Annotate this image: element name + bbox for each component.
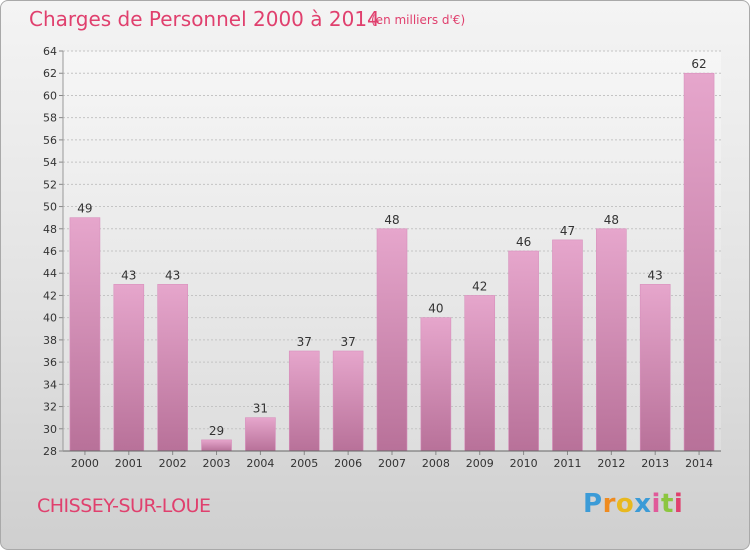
data-label: 48 [384, 213, 399, 227]
data-label: 29 [209, 424, 224, 438]
logo-letter: P [583, 489, 603, 519]
data-label: 43 [165, 268, 180, 282]
x-tick-label: 2002 [159, 457, 187, 470]
y-tick-label: 40 [43, 312, 57, 325]
y-tick-label: 58 [43, 112, 57, 125]
bar-2005 [288, 350, 320, 452]
x-tick-label: 2006 [334, 457, 362, 470]
y-tick-label: 30 [43, 423, 57, 436]
x-tick-label: 2008 [422, 457, 450, 470]
data-label: 43 [121, 268, 136, 282]
bar-2011 [552, 239, 583, 452]
commune-name: CHISSEY-SUR-LOUE [37, 495, 211, 517]
bar-2000 [69, 217, 101, 452]
x-tick-label: 2010 [510, 457, 538, 470]
bar-2014 [683, 72, 715, 452]
data-label: 62 [691, 57, 706, 71]
y-tick-label: 64 [43, 45, 57, 58]
logo-letter: t [660, 489, 674, 519]
y-tick-label: 50 [43, 201, 57, 214]
logo-letter: r [602, 489, 616, 519]
x-tick-label: 2012 [597, 457, 625, 470]
data-label: 40 [428, 302, 443, 316]
data-label: 37 [297, 335, 312, 349]
x-tick-label: 2004 [246, 457, 274, 470]
x-tick-label: 2007 [378, 457, 406, 470]
bars-group [69, 72, 715, 452]
logo-letter: i [673, 489, 684, 519]
data-label: 49 [77, 202, 92, 216]
y-tick-label: 60 [43, 89, 57, 102]
x-tick-label: 2003 [203, 457, 231, 470]
x-axis-labels: 2000 2001 2002 2003 2004 2005 2006 2007 2008 2009… [71, 451, 713, 470]
bar-2004 [245, 417, 276, 452]
y-tick-label: 34 [43, 378, 57, 391]
y-tick-label: 52 [43, 178, 57, 191]
chart-title: Charges de Personnel 2000 à 2014 [29, 7, 380, 31]
logo-letter: i [651, 489, 661, 519]
bar-2006 [332, 350, 364, 452]
y-tick-label: 54 [43, 156, 57, 169]
logo-letter: o [615, 489, 635, 519]
y-tick-label: 38 [43, 334, 57, 347]
y-tick-label: 36 [43, 356, 57, 369]
data-labels: 49 43 43 29 31 37 37 48 40 42 46 47 48 43 62 [77, 57, 706, 438]
y-tick-label: 56 [43, 134, 57, 147]
bar-2013 [639, 284, 671, 452]
data-label: 31 [253, 402, 268, 416]
y-tick-label: 46 [43, 245, 57, 258]
x-tick-label: 2005 [290, 457, 318, 470]
x-tick-label: 2001 [115, 457, 143, 470]
data-label: 48 [604, 213, 619, 227]
bar-2007 [376, 228, 408, 452]
bar-2009 [464, 295, 496, 452]
y-tick-label: 42 [43, 289, 57, 302]
bar-2003 [201, 439, 232, 452]
data-label: 47 [560, 224, 575, 238]
y-tick-label: 28 [43, 445, 57, 458]
x-tick-label: 2009 [466, 457, 494, 470]
data-label: 37 [340, 335, 355, 349]
y-tick-label: 62 [43, 67, 57, 80]
x-tick-label: 2000 [71, 457, 99, 470]
data-label: 43 [648, 268, 663, 282]
x-tick-label: 2011 [553, 457, 581, 470]
bar-2010 [508, 250, 539, 452]
y-tick-label: 44 [43, 267, 57, 280]
y-tick-label: 32 [43, 401, 57, 414]
x-tick-label: 2014 [685, 457, 713, 470]
data-label: 46 [516, 235, 531, 249]
y-axis-labels: 28 30 32 34 36 38 40 42 44 46 48 50 52 54 56 58 60 62 64 [43, 45, 57, 458]
y-tick-label: 48 [43, 223, 57, 236]
x-tick-label: 2013 [641, 457, 669, 470]
proxiti-logo: Proxiti [583, 489, 683, 519]
chart-subtitle: (en milliers d'€) [371, 13, 466, 27]
bar-2008 [420, 317, 452, 452]
bar-2001 [113, 284, 145, 452]
bar-2002 [157, 284, 188, 452]
logo-letter: x [634, 489, 652, 519]
data-label: 42 [472, 279, 487, 293]
bar-2012 [596, 228, 627, 452]
